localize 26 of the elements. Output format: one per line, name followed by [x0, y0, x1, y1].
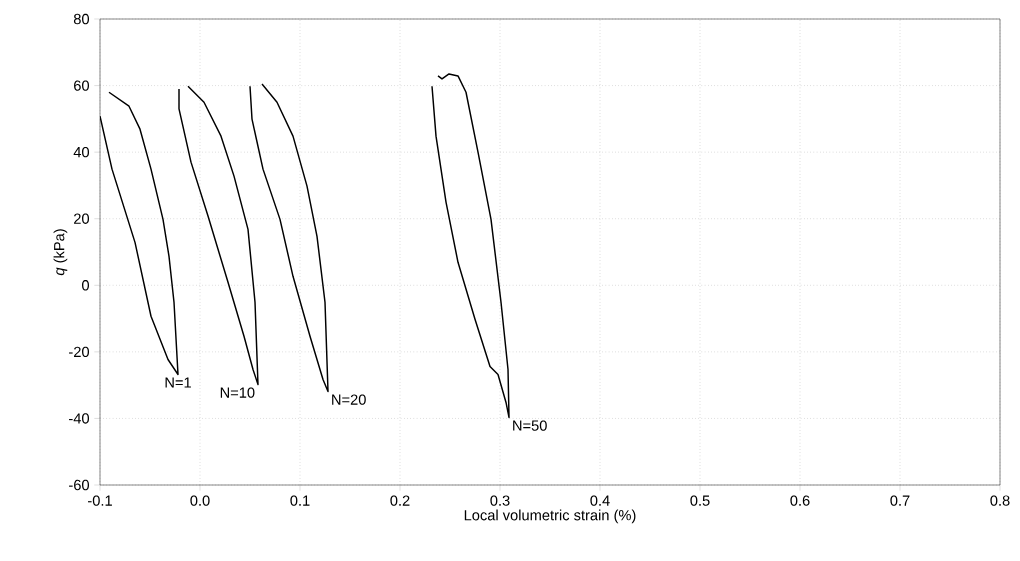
x-tick-label: -0.1 [88, 495, 112, 506]
y-tick-label: -60 [69, 479, 90, 491]
x-tick-label: 0.7 [890, 495, 910, 506]
x-tick-label: 0.6 [790, 495, 810, 506]
y-tick-label: -20 [69, 346, 90, 358]
y-tick-label: 80 [73, 13, 90, 25]
x-tick-label: 0.2 [390, 495, 410, 506]
y-axis-title: q (kPa) [53, 229, 68, 276]
annotation: N=1 [165, 377, 191, 388]
annotation: N=10 [220, 387, 255, 398]
annotation: N=50 [513, 420, 547, 431]
x-tick-label: 0.5 [690, 495, 710, 506]
line-series [100, 91, 179, 376]
x-tick-label: 0.3 [490, 495, 510, 506]
y-tick-label: 20 [74, 213, 90, 224]
x-tick-label: 0.8 [990, 495, 1010, 506]
line-series [431, 73, 510, 419]
y-tick-label: -40 [69, 413, 90, 424]
y-tick-label: 40 [73, 146, 90, 158]
x-tick-label: 0.4 [590, 495, 610, 506]
x-tick-label: 0.1 [290, 495, 310, 506]
x-axis-title: Local volumetric strain (%) [464, 509, 636, 524]
annotation: N=20 [332, 394, 366, 405]
x-tick-label: 0.0 [190, 495, 210, 506]
y-tick-label: 60 [74, 80, 90, 91]
y-tick-label: 0 [82, 280, 90, 291]
